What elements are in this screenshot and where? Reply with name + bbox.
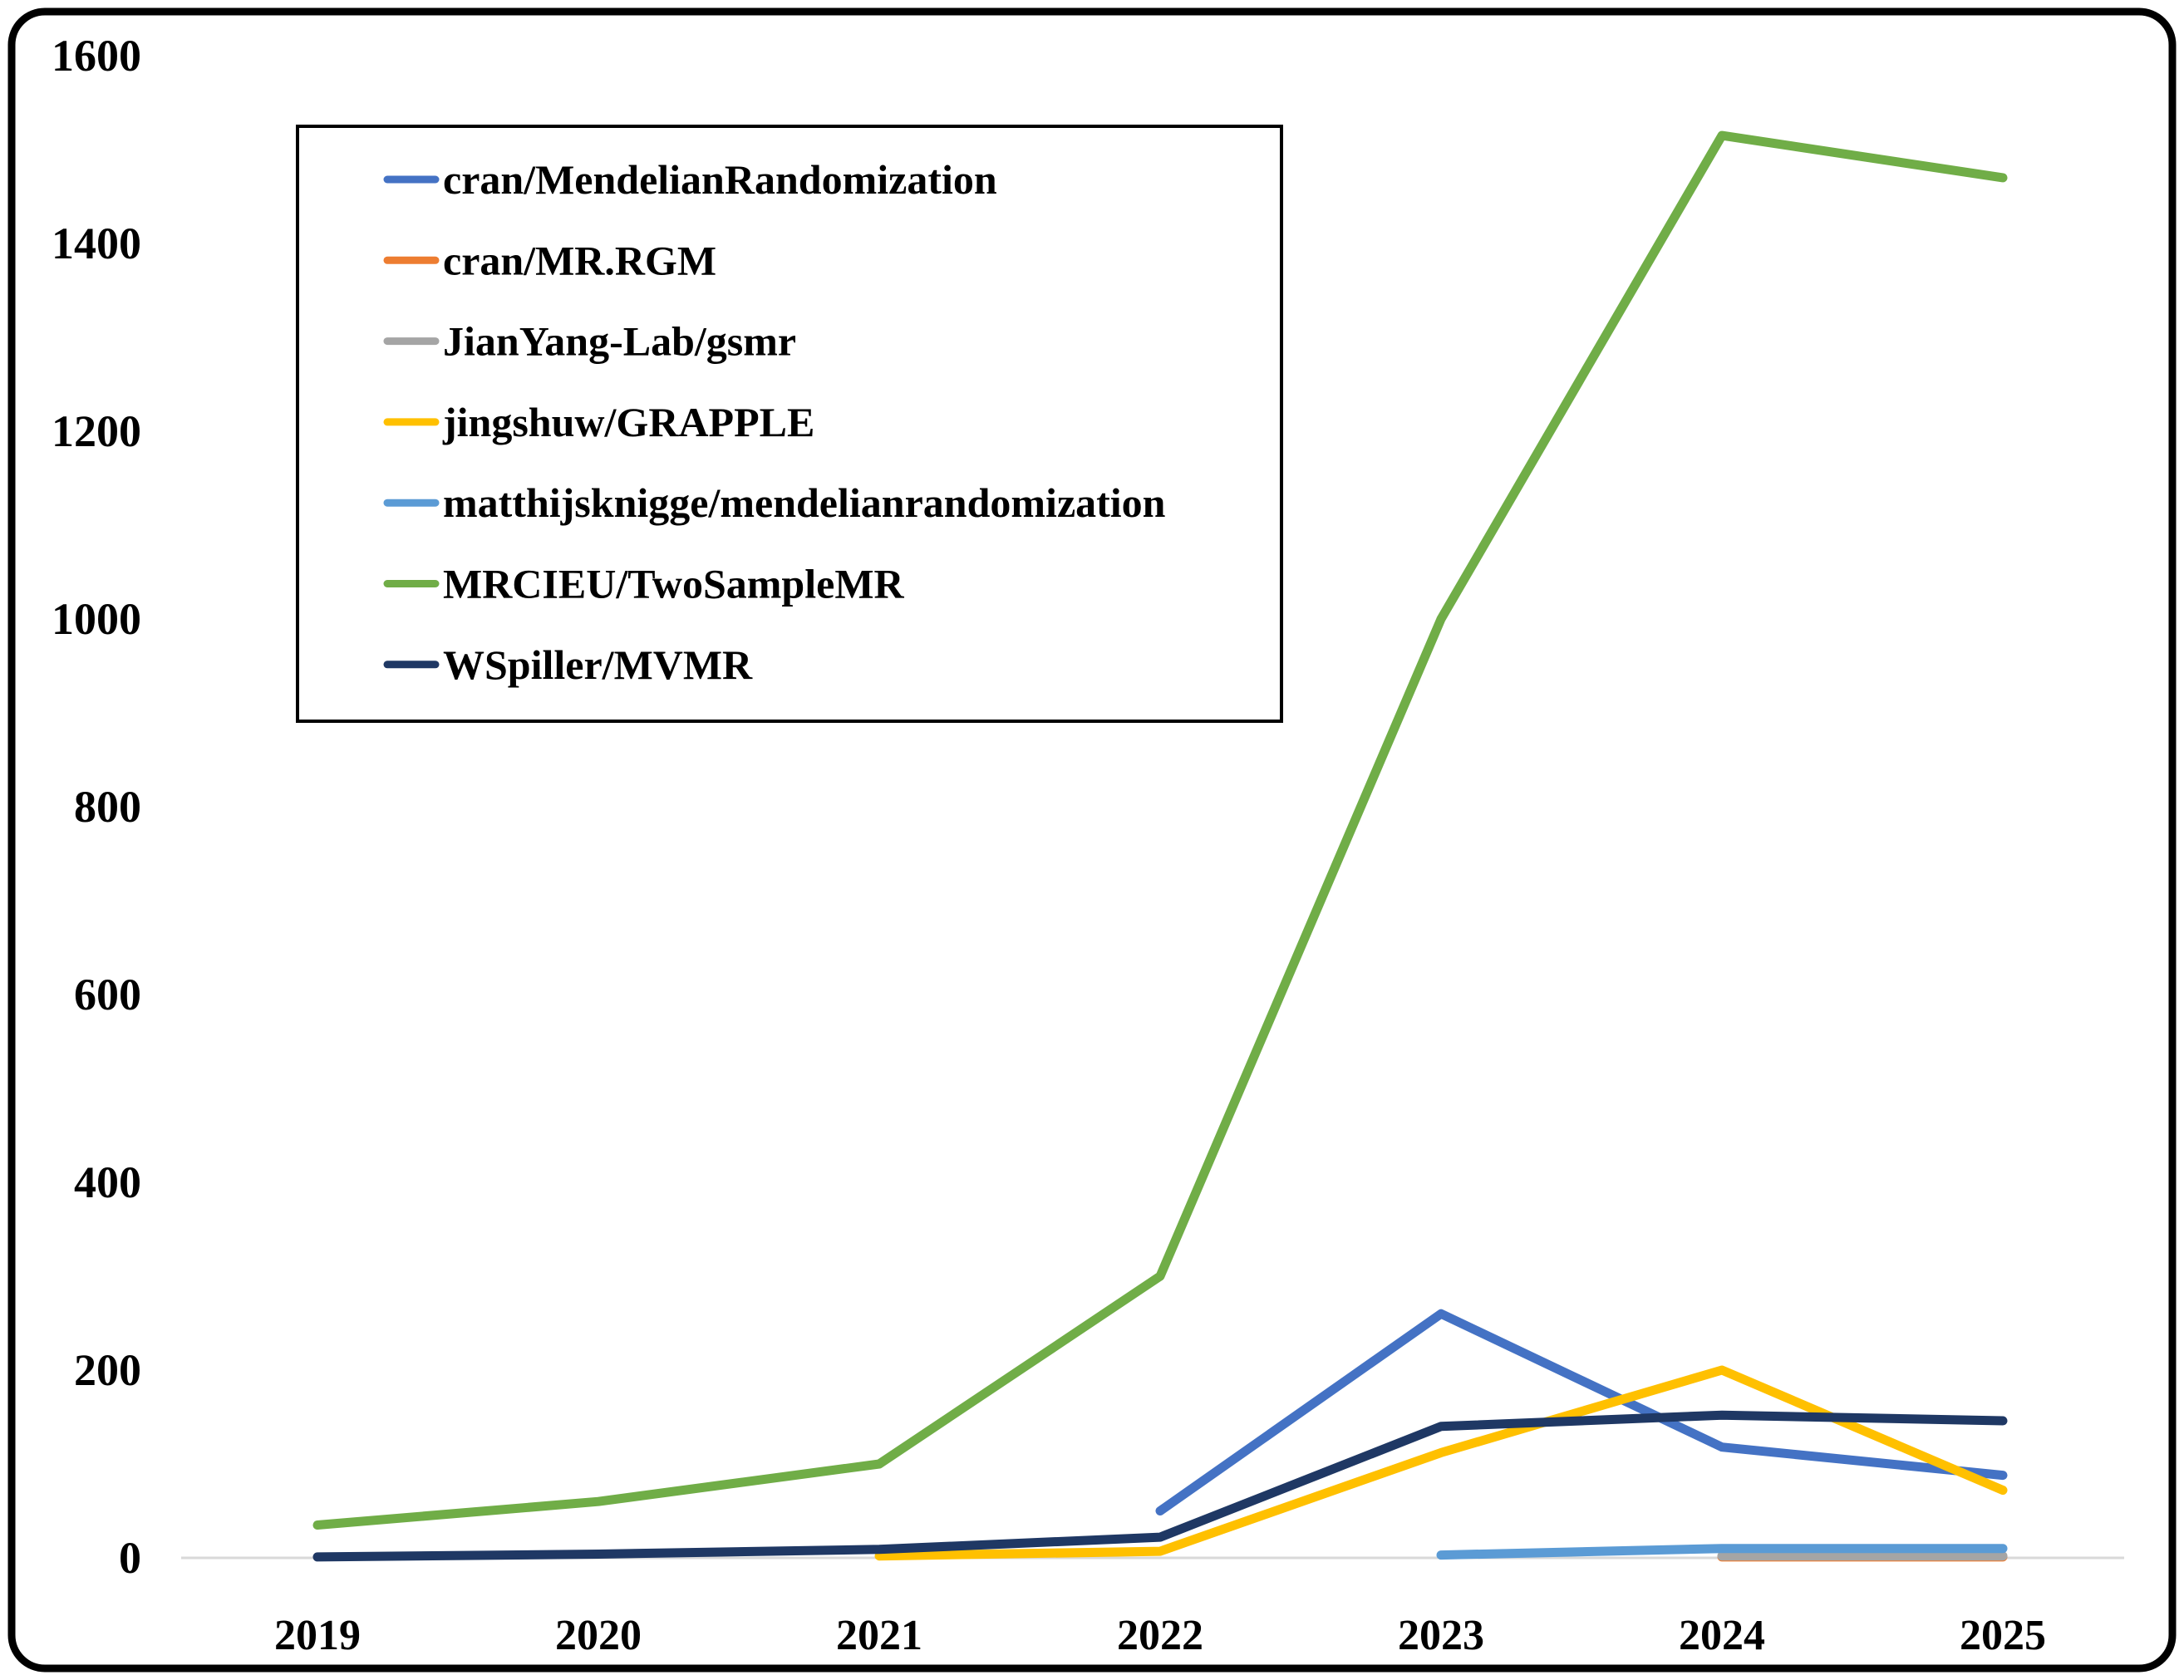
legend-label: WSpiller/MVMR xyxy=(443,641,753,688)
legend-item: MRCIEU/TwoSampleMR xyxy=(383,561,905,607)
y-tick-label: 600 xyxy=(74,970,141,1019)
series-line-matthijsknigge-mendelianrandomization xyxy=(1436,1544,2008,1560)
series-line-cran-mendelianrandomization xyxy=(1155,1309,2008,1515)
series-line-mrcieu-twosamplemr xyxy=(312,130,2008,1530)
x-tick-label: 2024 xyxy=(1679,1612,1765,1659)
x-tick-label: 2025 xyxy=(1960,1612,2046,1659)
legend-label: jingshuw/GRAPPLE xyxy=(442,399,814,445)
legend-item: cran/MR.RGM xyxy=(383,237,716,283)
x-tick-label: 2021 xyxy=(836,1612,922,1659)
y-tick-label: 800 xyxy=(74,782,141,832)
legend-label: matthijsknigge/mendelianrandomization xyxy=(443,479,1166,526)
x-tick-label: 2022 xyxy=(1117,1612,1203,1659)
x-tick-label: 2023 xyxy=(1398,1612,1484,1659)
legend-box xyxy=(296,125,1283,723)
x-tick-label: 2020 xyxy=(555,1612,642,1659)
legend-label: cran/MendelianRandomization xyxy=(443,156,997,203)
legend-item: cran/MendelianRandomization xyxy=(383,156,997,203)
y-tick-label: 1600 xyxy=(52,31,141,81)
legend-label: cran/MR.RGM xyxy=(443,237,716,283)
legend-item: matthijsknigge/mendelianrandomization xyxy=(383,479,1166,526)
legend-item: JianYang-Lab/gsmr xyxy=(383,318,796,365)
y-tick-label: 1200 xyxy=(52,406,141,456)
y-tick-label: 1000 xyxy=(52,594,141,644)
legend-label: MRCIEU/TwoSampleMR xyxy=(443,561,905,607)
y-tick-label: 200 xyxy=(74,1345,141,1395)
y-tick-label: 0 xyxy=(119,1533,141,1583)
legend-item: jingshuw/GRAPPLE xyxy=(383,399,814,445)
y-tick-label: 1400 xyxy=(52,219,141,268)
series-line-jingshuw-grapple xyxy=(874,1365,2008,1561)
series-line-wspiller-mvmr xyxy=(312,1410,2008,1562)
y-tick-label: 400 xyxy=(74,1157,141,1207)
legend-item: WSpiller/MVMR xyxy=(383,641,753,688)
x-tick-label: 2019 xyxy=(274,1612,361,1659)
legend-label: JianYang-Lab/gsmr xyxy=(443,318,796,365)
